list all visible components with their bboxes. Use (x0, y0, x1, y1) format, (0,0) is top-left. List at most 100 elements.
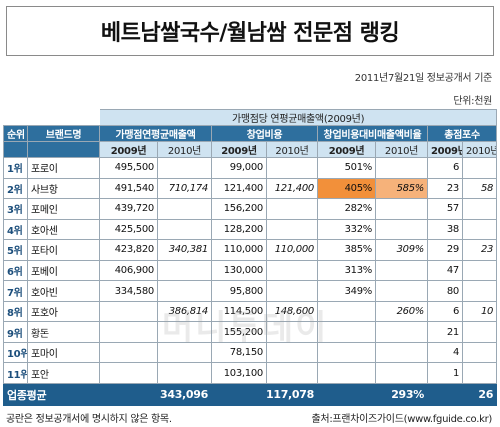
startup-2009-cell: 128,200 (211, 218, 267, 241)
sales-2010-cell: 340,381 (157, 239, 212, 261)
year-header-score-2010: 2010년 (461, 141, 498, 158)
brand-cell: 호아센 (27, 218, 100, 241)
footer-source: 출처:프랜차이즈가이드(www.fguide.co.kr) (311, 414, 493, 425)
stores-2009-cell: 4 (427, 341, 463, 364)
startup-2009-cell: 156,200 (211, 198, 267, 220)
startup-2010-cell: 148,600 (266, 300, 318, 323)
rank-cell: 7위 (3, 280, 28, 302)
stores-2009-cell: 47 (427, 259, 463, 282)
header-brand: 브랜드명 (27, 125, 100, 142)
ratio-2009-cell (317, 321, 376, 343)
rank-cell: 2위 (3, 177, 28, 200)
stores-2010-cell (461, 362, 498, 385)
year-header-ratio-2009: 2009년 (317, 141, 376, 158)
brand-cell: 포메인 (27, 198, 100, 220)
rank-cell: 8위 (3, 300, 28, 323)
rank-cell: 1위 (3, 157, 28, 179)
unit-label: 단위:천원 (453, 96, 492, 107)
stores-2009-cell: 29 (427, 239, 463, 261)
brand-cell: 호아빈 (27, 280, 100, 302)
stores-2009-cell: 23 (427, 177, 463, 200)
year-header-blank-brand (27, 141, 100, 158)
startup-2010-cell (266, 218, 318, 241)
ratio-2010-cell (375, 362, 428, 385)
title-box: 베트남쌀국수/월남쌈 전문점 랭킹 (6, 6, 494, 56)
rank-cell: 6위 (3, 259, 28, 282)
startup-2009-cell: 130,000 (211, 259, 267, 282)
startup-2010-cell (266, 157, 318, 179)
ratio-2010-cell: 260% (375, 300, 428, 323)
table-row: 8위 포호아 386,814 114,500 148,600 260% 6 10 (3, 300, 498, 323)
date-basis: 2011년7월21일 정보공개서 기준 (354, 73, 493, 84)
sales-2010-cell (157, 321, 212, 343)
sales-2009-cell: 439,720 (99, 198, 158, 220)
stores-2010-cell (461, 280, 498, 302)
table-row: 5위 포타이 423,820 340,381 110,000 110,000 3… (3, 239, 498, 261)
table-row: 11위 포안 103,100 1 (3, 362, 498, 385)
sales-2010-cell (157, 341, 212, 364)
year-header-sales-2009: 2009년 (99, 141, 158, 158)
brand-cell: 황돈 (27, 321, 100, 343)
table-row: 2위 사브항 491,540 710,174 121,400 121,400 4… (3, 177, 498, 200)
sales-2009-cell: 334,580 (99, 280, 158, 302)
sales-2009-cell (99, 362, 158, 385)
stores-2009-cell: 1 (427, 362, 463, 385)
brand-cell: 사브항 (27, 177, 100, 200)
startup-2010-cell (266, 362, 318, 385)
stores-2009-cell: 80 (427, 280, 463, 302)
header-startup: 창업비용 (211, 125, 318, 142)
year-header-score-2009: 2009년 (427, 141, 463, 158)
header-rank: 순위 (3, 125, 28, 142)
startup-2009-cell: 121,400 (211, 177, 267, 200)
ratio-2009-highlight-cell: 405% (317, 177, 376, 200)
year-header-startup-2009: 2009년 (211, 141, 267, 158)
year-header-blank-rank (3, 141, 28, 158)
year-header-ratio-2010: 2010년 (375, 141, 428, 158)
header-row: 순위 브랜드명 가맹점연평균매출액 창업비용 창업비용대비매출액비율 총점포수 (3, 125, 498, 142)
ratio-2010-cell (375, 157, 428, 179)
sales-2009-cell: 425,500 (99, 218, 158, 241)
brand-cell: 포타이 (27, 239, 100, 261)
ratio-2010-cell (375, 280, 428, 302)
sales-2009-cell: 495,500 (99, 157, 158, 179)
stores-2009-cell: 6 (427, 157, 463, 179)
sales-2010-cell: 386,814 (157, 300, 212, 323)
sales-2009-cell (99, 300, 158, 323)
average-label: 업종평균 (3, 383, 100, 406)
sales-2009-cell (99, 341, 158, 364)
year-header-startup-2010: 2010년 (266, 141, 318, 158)
year-header-sales-2010: 2010년 (157, 141, 212, 158)
ratio-2010-cell (375, 218, 428, 241)
stores-2009-cell: 38 (427, 218, 463, 241)
sales-2010-cell (157, 362, 212, 385)
startup-2009-cell: 99,000 (211, 157, 267, 179)
ratio-2009-cell: 385% (317, 239, 376, 261)
ranking-table: 가맹점당 연평균매출액(2009년) 순위 브랜드명 가맹점연평균매출액 창업비… (3, 109, 498, 406)
startup-2010-cell (266, 198, 318, 220)
header-score: 총점포수 (426, 125, 498, 142)
super-header-row: 가맹점당 연평균매출액(2009년) (3, 109, 498, 126)
sales-2010-cell (157, 259, 212, 282)
startup-2009-cell: 103,100 (211, 362, 267, 385)
average-sales: 343,096 (99, 383, 212, 406)
sales-2010-cell (157, 218, 212, 241)
average-row: 업종평균 343,096 117,078 293% 26 (3, 383, 498, 406)
rank-cell: 11위 (3, 362, 28, 385)
startup-2010-cell: 121,400 (266, 177, 318, 200)
header-sales: 가맹점연평균매출액 (99, 125, 212, 142)
super-header: 가맹점당 연평균매출액(2009년) (98, 109, 498, 126)
sales-2009-cell: 406,900 (99, 259, 158, 282)
rank-cell: 9위 (3, 321, 28, 343)
stores-2009-cell: 21 (427, 321, 463, 343)
brand-cell: 포호아 (27, 300, 100, 323)
footer-note: 공란은 정보공개서에 명시하지 않은 항목. (6, 414, 172, 425)
startup-2009-cell: 114,500 (211, 300, 267, 323)
startup-2010-cell (266, 321, 318, 343)
stores-2010-cell (461, 198, 498, 220)
brand-cell: 포마이 (27, 341, 100, 364)
ratio-2010-highlight-cell: 585% (375, 177, 428, 200)
sales-2009-cell: 491,540 (99, 177, 158, 200)
header-ratio: 창업비용대비매출액비율 (317, 125, 428, 142)
table-row: 7위 호아빈 334,580 95,800 349% 80 (3, 280, 498, 302)
ratio-2010-cell (375, 259, 428, 282)
